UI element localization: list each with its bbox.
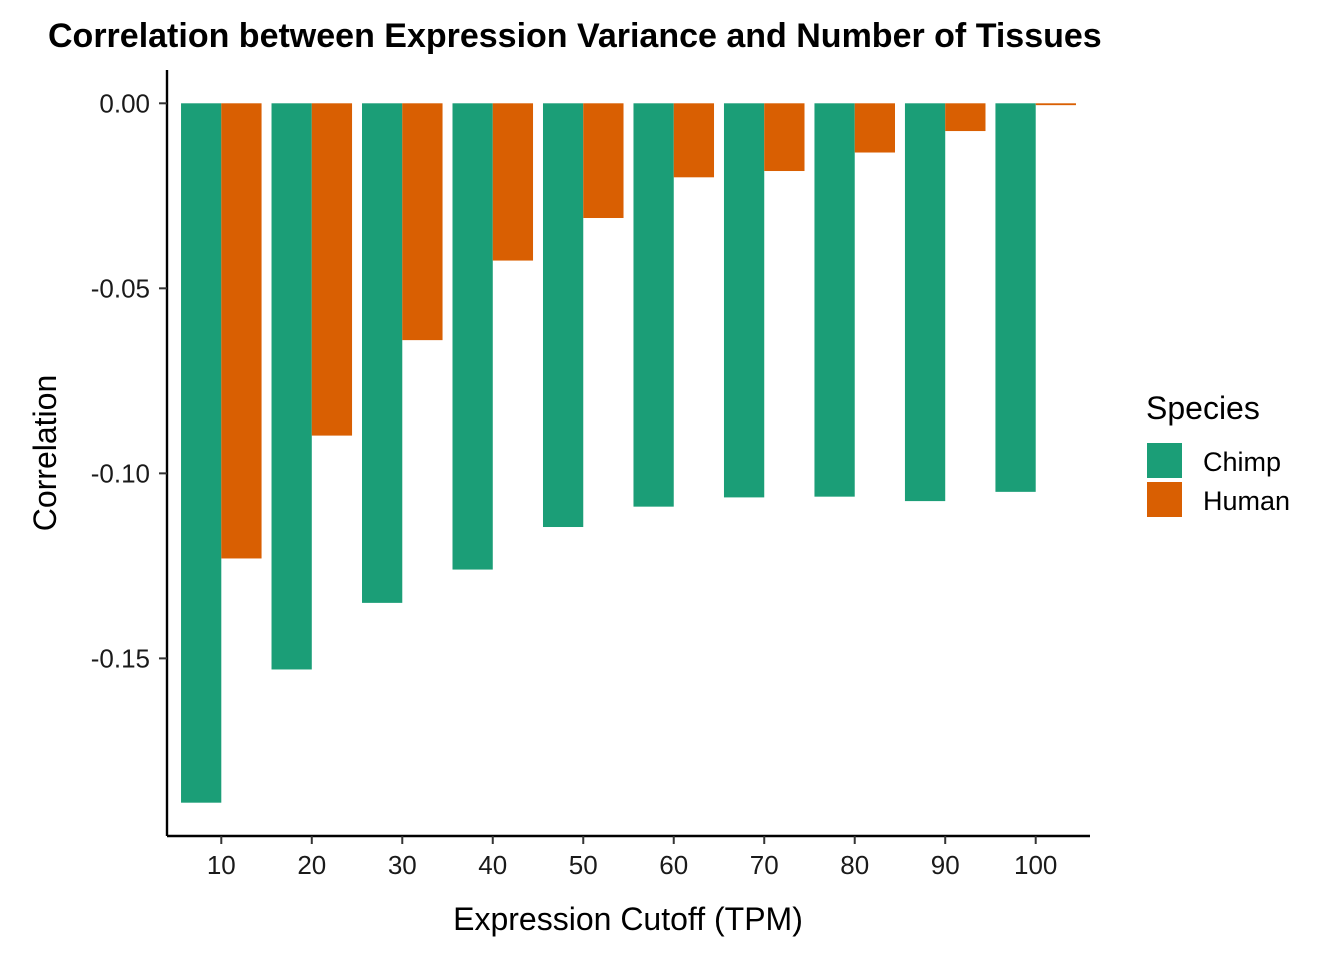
x-axis-title: Expression Cutoff (TPM)	[453, 901, 803, 937]
y-axis-title: Correlation	[27, 375, 63, 532]
y-tick-label: -0.15	[91, 643, 150, 673]
legend-key-chimp	[1147, 443, 1182, 478]
x-tick-label: 10	[207, 850, 236, 880]
bar-human-70	[764, 103, 805, 172]
bar-chimp-100	[995, 103, 1036, 492]
legend-key-human	[1147, 482, 1182, 517]
bar-chimp-80	[814, 103, 855, 497]
chart-title: Correlation between Expression Variance …	[48, 17, 1102, 55]
x-axis: 10 20 30 40 50 60 70 80 90 100	[167, 834, 1090, 880]
y-tick-label: -0.10	[91, 458, 150, 488]
x-tick-label: 40	[478, 850, 507, 880]
y-tick-label: -0.05	[91, 273, 150, 303]
bar-human-100	[1035, 103, 1076, 106]
legend-label-human: Human	[1203, 486, 1290, 516]
x-tick-label: 100	[1014, 850, 1057, 880]
bars-layer	[181, 103, 1076, 803]
bar-chimp-20	[271, 103, 312, 670]
x-tick-label: 80	[840, 850, 869, 880]
bar-human-30	[402, 103, 443, 341]
x-tick-label: 50	[569, 850, 598, 880]
x-tick-label: 20	[297, 850, 326, 880]
legend-label-chimp: Chimp	[1203, 447, 1281, 477]
y-axis: 0.00 -0.05 -0.10 -0.15	[91, 70, 169, 836]
bar-chimp-30	[362, 103, 403, 603]
bar-human-80	[854, 103, 895, 153]
bar-chimp-50	[542, 103, 584, 528]
legend-title: Species	[1146, 390, 1260, 426]
x-tick-label: 60	[659, 850, 688, 880]
bar-human-40	[492, 103, 534, 261]
legend: Species Chimp Human	[1146, 390, 1290, 517]
bar-human-10	[221, 103, 262, 559]
bar-human-50	[583, 103, 624, 219]
bar-chimp-70	[723, 103, 765, 498]
bar-human-90	[945, 103, 986, 132]
y-tick-label: 0.00	[99, 88, 150, 118]
x-tick-label: 90	[931, 850, 960, 880]
x-tick-label: 70	[750, 850, 779, 880]
bar-chimp-40	[452, 103, 493, 570]
bar-chimp-10	[181, 103, 222, 803]
bar-human-60	[673, 103, 715, 178]
bar-chimp-60	[633, 103, 674, 507]
bar-chimp-90	[904, 103, 946, 502]
x-tick-label: 30	[388, 850, 417, 880]
bar-human-20	[311, 103, 353, 436]
